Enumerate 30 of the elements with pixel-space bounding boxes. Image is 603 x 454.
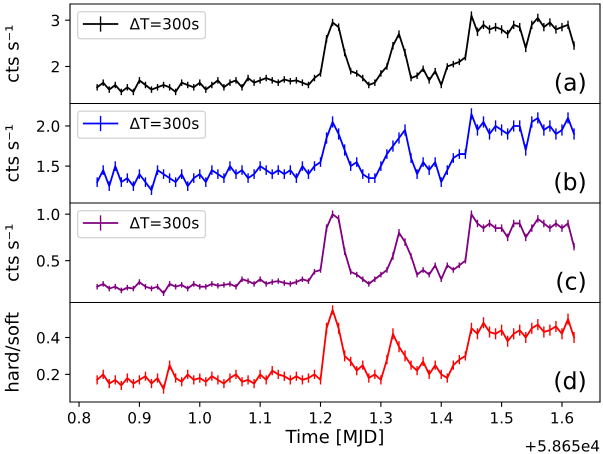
y-tick-label: 0.5	[36, 255, 59, 267]
x-axis-title: Time [MJD]	[286, 429, 383, 447]
annotation: (b)	[555, 172, 585, 194]
y-tick-label: 0.2	[36, 368, 59, 380]
x-tick-label: 1.3	[370, 412, 392, 424]
y-axis-title: cts s⁻¹	[5, 26, 19, 82]
y-axis-title: hard/soft	[4, 312, 20, 391]
annotation: (c)	[557, 272, 585, 293]
annotation: (d)	[555, 371, 585, 392]
x-tick-label: 1.1	[250, 412, 271, 424]
legend-label: ΔT=300s	[130, 118, 199, 130]
y-tick-label: 3	[52, 14, 60, 26]
annotation: (a)	[556, 72, 585, 94]
y-tick-label: 2.0	[37, 120, 60, 132]
legend-label: ΔT=300s	[130, 217, 199, 229]
x-tick-label: 1.5	[491, 412, 512, 424]
legend-label: ΔT=300s	[130, 18, 199, 30]
y-tick-label: 1.0	[38, 208, 60, 220]
x-tick-label: 1.4	[430, 412, 453, 424]
y-axis-title: cts s⁻¹	[5, 125, 19, 182]
y-axis-title: cts s⁻¹	[5, 224, 19, 281]
x-tick-label: 1.0	[189, 412, 211, 424]
y-tick-label: 1.5	[38, 160, 59, 172]
x-tick-label: 0.8	[68, 412, 90, 424]
x-tick-label: 0.9	[128, 412, 150, 424]
x-tick-label: 1.6	[552, 412, 574, 424]
y-tick-label: 2	[52, 60, 59, 72]
text: +5.865e4	[526, 440, 600, 452]
x-tick-label: 1.2	[310, 412, 332, 424]
y-tick-label: 0.4	[36, 332, 60, 344]
